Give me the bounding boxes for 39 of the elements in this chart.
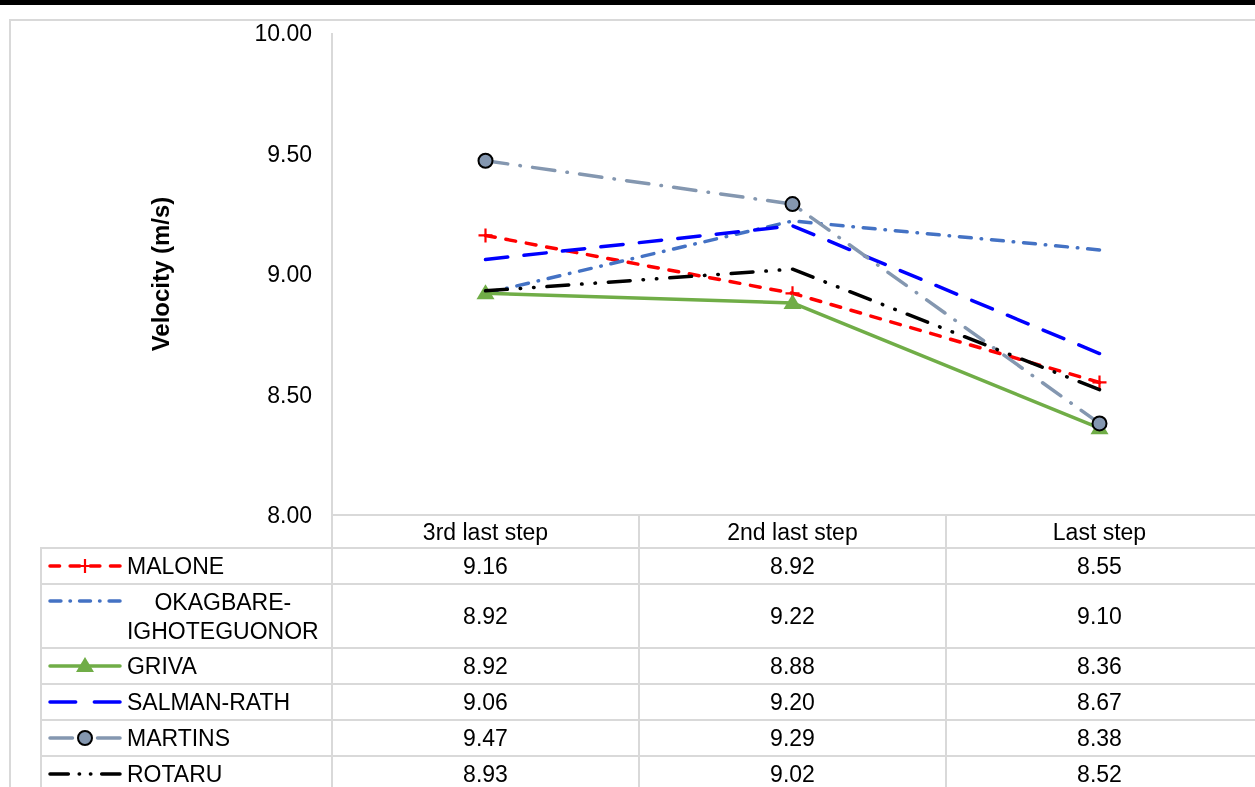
data-label: 9.29 <box>770 725 815 751</box>
legend-label: MALONE <box>127 553 225 579</box>
data-label: 9.16 <box>463 553 508 579</box>
data-label: 8.55 <box>1077 553 1122 579</box>
data-label: 9.22 <box>770 603 815 629</box>
x-tick-label: 2nd last step <box>727 518 858 545</box>
y-tick-label: 8.00 <box>267 502 312 528</box>
data-label: 8.92 <box>770 553 815 579</box>
legend-label: GRIVA <box>126 653 198 679</box>
data-label: 9.10 <box>1077 603 1122 629</box>
legend-label: SALMAN-RATH <box>126 689 291 715</box>
point <box>1091 415 1108 432</box>
data-label: 8.52 <box>1077 761 1122 787</box>
x-tick-label: Last step <box>1052 518 1147 545</box>
data-label: 8.92 <box>463 603 508 629</box>
data-label: 8.92 <box>463 653 508 679</box>
data-label: 9.02 <box>770 761 815 787</box>
legend-label: OKAGBARE-IGHOTEGUONOR <box>127 588 319 644</box>
legend-label: ROTARU <box>127 761 223 787</box>
legend-label: MARTINS <box>127 725 231 751</box>
point <box>477 227 494 244</box>
data-label: 9.47 <box>463 725 508 751</box>
data-label: 8.67 <box>1077 689 1122 715</box>
point <box>784 196 801 213</box>
data-label: 8.88 <box>770 653 815 679</box>
y-tick-label: 9.00 <box>267 261 312 287</box>
y-tick-label: 8.50 <box>267 381 312 408</box>
data-label: 9.06 <box>463 689 508 715</box>
y-tick-label: 9.50 <box>267 140 312 167</box>
data-label: 8.93 <box>463 761 508 787</box>
point <box>477 152 494 169</box>
y-axis-title: Velocity (m/s) <box>146 196 174 352</box>
data-label: 9.20 <box>770 689 815 715</box>
point <box>1091 374 1108 391</box>
data-label: 8.38 <box>1077 725 1122 751</box>
data-label: 8.36 <box>1077 653 1122 679</box>
x-tick-label: 3rd last step <box>422 518 549 545</box>
point <box>783 293 802 309</box>
y-tick-label: 10.00 <box>254 20 312 46</box>
